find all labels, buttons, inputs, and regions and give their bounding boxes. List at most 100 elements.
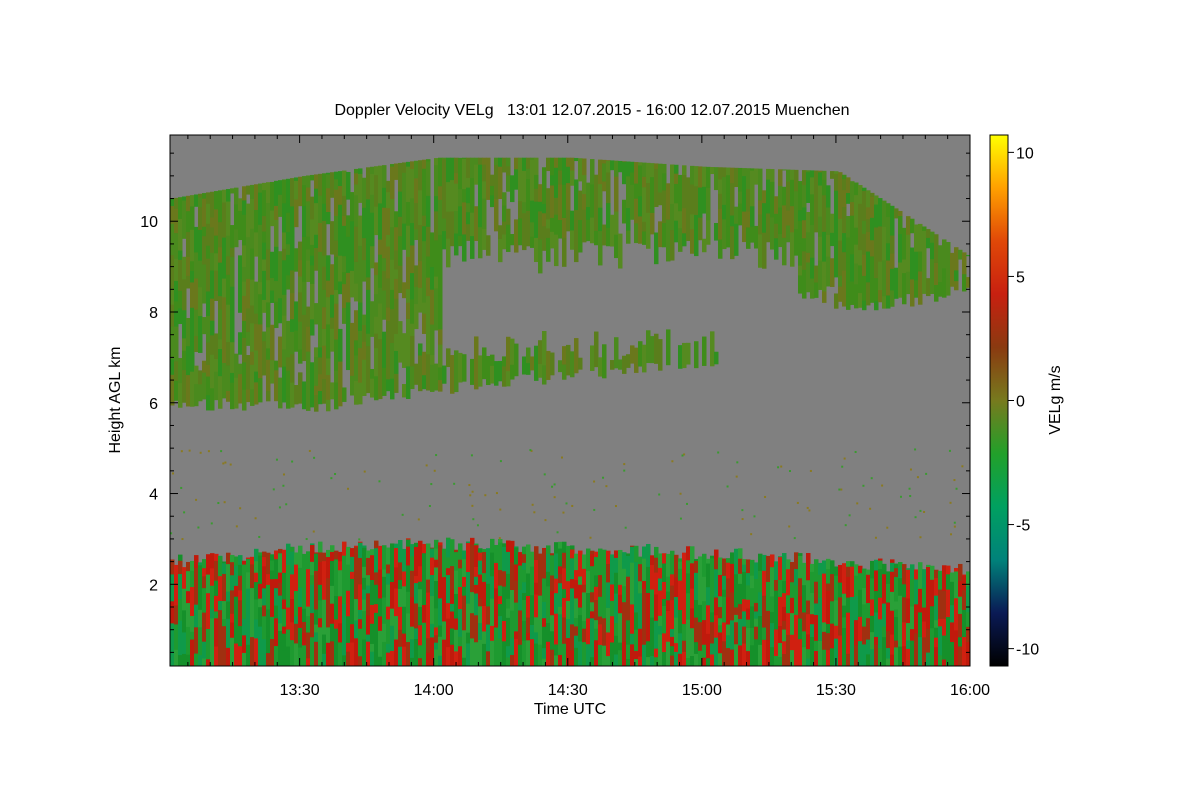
cirrus-echo-cell [338, 171, 343, 187]
cirrus-echo-cell [666, 329, 671, 366]
cirrus-echo-cell [750, 226, 755, 243]
echo-speckle [543, 473, 546, 476]
bl-echo-cell [530, 551, 535, 567]
bl-echo-cell [554, 542, 559, 554]
cirrus-echo-cell [450, 157, 455, 181]
bl-echo-cell [250, 636, 255, 666]
bl-echo-cell [526, 617, 531, 633]
cirrus-echo-cell [826, 256, 831, 287]
cirrus-echo-cell [734, 206, 739, 224]
cirrus-echo-cell [198, 370, 203, 385]
cirrus-echo-cell [854, 244, 859, 264]
cirrus-echo-cell [246, 236, 251, 254]
cirrus-echo-cell [570, 229, 575, 250]
cirrus-echo-cell [306, 187, 311, 202]
cirrus-echo-cell [546, 188, 551, 220]
bl-echo-cell [614, 654, 619, 666]
bl-echo-cell [474, 566, 479, 577]
bl-echo-cell [698, 556, 703, 563]
cirrus-echo-cell [206, 364, 211, 377]
bl-echo-cell [942, 635, 947, 660]
bl-echo-cell [398, 539, 403, 549]
bl-echo-cell [526, 639, 531, 666]
cirrus-echo-cell [390, 166, 395, 200]
cirrus-echo-cell [302, 184, 307, 206]
bl-echo-cell [226, 552, 231, 565]
bl-echo-cell [406, 538, 411, 540]
cirrus-echo-cell [502, 205, 507, 222]
cirrus-echo-cell [758, 233, 763, 268]
cirrus-echo-cell [506, 208, 511, 225]
cirrus-echo-cell [550, 184, 555, 218]
cirrus-echo-cell [890, 235, 895, 254]
bl-echo-cell [646, 656, 651, 666]
bl-echo-cell [390, 581, 395, 609]
bl-echo-cell [906, 568, 911, 570]
cirrus-echo-cell [762, 190, 767, 204]
cirrus-echo-cell [910, 278, 915, 307]
cirrus-echo-cell [242, 199, 247, 215]
bl-echo-cell [934, 637, 939, 648]
bl-echo-cell [690, 588, 695, 600]
bl-echo-cell [266, 635, 271, 654]
cirrus-echo-cell [482, 347, 487, 380]
bl-echo-cell [842, 563, 847, 568]
cirrus-echo-cell [566, 157, 571, 167]
cirrus-echo-cell [278, 251, 283, 279]
cirrus-echo-cell [326, 187, 331, 213]
cirrus-echo-cell [338, 228, 343, 256]
bl-echo-cell [826, 568, 831, 584]
bl-echo-cell [686, 592, 691, 620]
bl-echo-cell [858, 565, 863, 574]
cirrus-echo-cell [386, 234, 391, 247]
bl-echo-cell [310, 574, 315, 585]
bl-echo-cell [502, 546, 507, 572]
bl-echo-cell [518, 624, 523, 645]
cirrus-echo-cell [394, 226, 399, 251]
bl-echo-cell [658, 590, 663, 616]
cirrus-echo-cell [422, 302, 427, 314]
cirrus-echo-cell [398, 265, 403, 294]
cirrus-echo-cell [350, 353, 355, 376]
bl-echo-cell [582, 641, 587, 666]
bl-echo-cell [214, 553, 219, 561]
bl-echo-cell [542, 626, 547, 649]
echo-speckle [953, 479, 956, 482]
cirrus-echo-cell [366, 167, 371, 200]
bl-echo-cell [518, 609, 523, 625]
bl-echo-cell [710, 585, 715, 613]
echo-speckle [777, 466, 780, 469]
bl-echo-cell [506, 608, 511, 618]
bl-echo-cell [214, 560, 219, 581]
bl-echo-cell [790, 597, 795, 614]
cirrus-echo-cell [678, 174, 683, 185]
cirrus-echo-cell [582, 193, 587, 210]
bl-echo-cell [178, 620, 183, 628]
bl-echo-cell [954, 618, 959, 631]
cirrus-echo-cell [526, 168, 531, 180]
bl-echo-cell [726, 616, 731, 625]
cirrus-echo-cell [406, 166, 411, 203]
bl-echo-cell [838, 582, 843, 598]
bl-echo-cell [602, 549, 607, 573]
cirrus-echo-cell [170, 358, 175, 375]
bl-echo-cell [894, 576, 899, 602]
cirrus-echo-cell [454, 233, 459, 256]
bl-echo-cell [382, 576, 387, 598]
bl-echo-cell [614, 557, 619, 573]
bl-echo-cell [702, 644, 707, 658]
bl-echo-cell [826, 590, 831, 614]
cirrus-echo-cell [506, 370, 511, 387]
cirrus-echo-cell [782, 237, 787, 266]
bl-echo-cell [402, 606, 407, 634]
cirrus-echo-cell [830, 213, 835, 233]
cirrus-echo-cell [702, 336, 707, 366]
bl-echo-cell [902, 583, 907, 598]
bl-echo-cell [502, 595, 507, 621]
bl-echo-cell [218, 640, 223, 666]
cirrus-echo-cell [506, 157, 511, 167]
cirrus-echo-cell [418, 260, 423, 288]
bl-echo-cell [790, 612, 795, 625]
cirrus-echo-cell [806, 231, 811, 253]
bl-echo-cell [246, 644, 251, 666]
